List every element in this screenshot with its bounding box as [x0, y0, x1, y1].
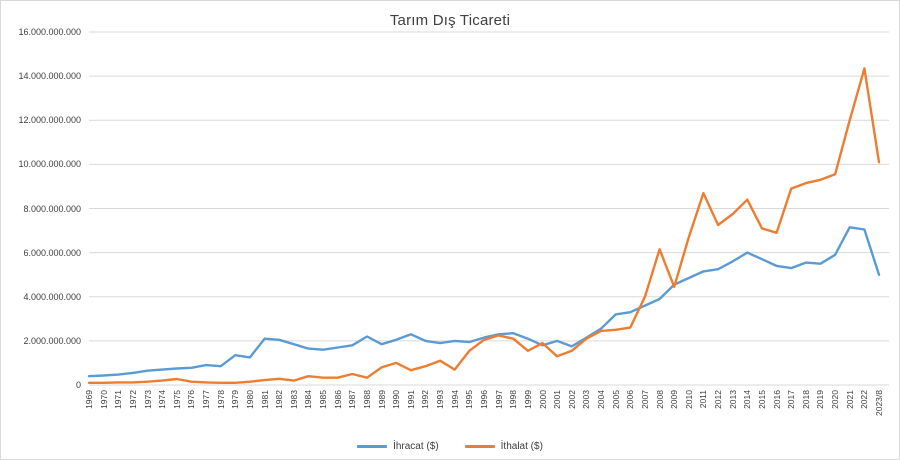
legend-item-ihracat[interactable]: İhracat ($) [357, 441, 439, 452]
legend-label-ithalat: İthalat ($) [500, 441, 543, 452]
x-axis-label: 1989 [376, 390, 387, 409]
legend-item-ithalat[interactable]: İthalat ($) [464, 441, 543, 452]
x-axis-label: 2012 [713, 390, 724, 409]
x-axis-label: 2002 [566, 390, 577, 409]
x-axis-label: 2005 [610, 390, 621, 409]
x-axis-label: 1984 [303, 390, 314, 409]
x-axis-label: 1969 [84, 390, 94, 409]
x-axis-label: 2015 [756, 390, 767, 409]
y-axis-label: 2.000.000.000 [23, 335, 81, 346]
x-axis-label: 1990 [391, 390, 402, 409]
x-axis-label: 1996 [479, 390, 489, 409]
y-axis-label: 10.000.000.000 [18, 159, 81, 170]
x-axis-label: 1970 [98, 390, 109, 409]
x-axis-label: 2020 [830, 390, 841, 409]
y-axis-label: 4.000.000.000 [23, 291, 81, 302]
x-axis-label: 1981 [259, 390, 270, 409]
chart-title: Tarım Dış Ticareti [389, 12, 511, 29]
x-axis-label: 2003 [581, 390, 592, 409]
gridlines [89, 31, 889, 386]
x-axis-label: 2018 [800, 390, 811, 409]
x-axis-label: 2008 [654, 390, 665, 409]
x-axis-label: 2006 [625, 390, 636, 409]
y-axis-label: 6.000.000.000 [23, 247, 81, 258]
ithalat-line-swatch [464, 445, 495, 448]
x-axis-label: 2010 [683, 390, 694, 409]
x-axis-label: 1971 [113, 390, 124, 409]
x-axis-label: 2011 [698, 390, 709, 409]
x-axis-label: 1975 [171, 390, 182, 409]
y-axis-label: 8.000.000.000 [23, 203, 81, 214]
x-axis-label: 1998 [508, 390, 519, 409]
y-axis-label: 14.000.000.000 [18, 71, 81, 82]
x-axis-label: 1988 [361, 390, 372, 409]
x-axis-label: 1974 [157, 390, 168, 409]
legend: İhracat ($) İthalat ($) [1, 441, 899, 452]
x-axis-label: 1992 [420, 390, 431, 409]
y-axis-label: 16.000.000.000 [18, 27, 81, 37]
x-axis-label: 2013 [727, 390, 738, 409]
x-axis-label: 1972 [127, 390, 138, 409]
x-axis-label: 2004 [596, 390, 607, 409]
x-axis-label: 2000 [537, 390, 548, 409]
series-line-ithalat[interactable] [87, 67, 881, 384]
x-axis-label: 1991 [405, 390, 416, 409]
x-axis-label: 1983 [288, 390, 299, 409]
x-axis-label: 1995 [464, 390, 475, 409]
x-axis-label: 2021 [844, 390, 855, 409]
x-axis-label: 2014 [742, 390, 753, 409]
x-axis-label: 2017 [786, 390, 797, 409]
ihracat-line-swatch [357, 445, 388, 448]
x-axis-label: 1978 [215, 390, 226, 409]
x-axis-label: 1997 [493, 390, 504, 409]
x-axis-label: 2016 [771, 390, 782, 409]
x-axis-label: 1985 [318, 390, 329, 409]
series-line-ihracat[interactable] [87, 226, 881, 378]
y-axis-label: 12.000.000.000 [18, 115, 81, 126]
x-axis-label: 1977 [201, 390, 212, 409]
x-axis-label: 1982 [274, 390, 285, 409]
legend-label-ihracat: İhracat ($) [393, 441, 439, 452]
x-axis-label: 1999 [522, 390, 533, 409]
x-axis-label: 1994 [449, 390, 460, 409]
x-axis-label: 2001 [552, 390, 563, 409]
x-axis-label: 1980 [244, 390, 255, 409]
x-axis-label: 1986 [332, 390, 343, 409]
x-axis-label: 2022 [859, 390, 870, 409]
x-axis-label: 1973 [142, 390, 153, 409]
x-axis-label: 2009 [669, 390, 680, 409]
x-axis-label: 2019 [815, 390, 826, 409]
x-axis-label: 1976 [186, 390, 197, 409]
x-axis-label: 1979 [230, 390, 241, 409]
x-axis-label: 2023/8 [874, 390, 884, 416]
y-axis-label: 0 [75, 380, 81, 390]
x-axis-label: 1993 [435, 390, 446, 409]
x-axis-label: 2007 [639, 390, 650, 409]
x-axis-label: 1987 [347, 390, 358, 409]
